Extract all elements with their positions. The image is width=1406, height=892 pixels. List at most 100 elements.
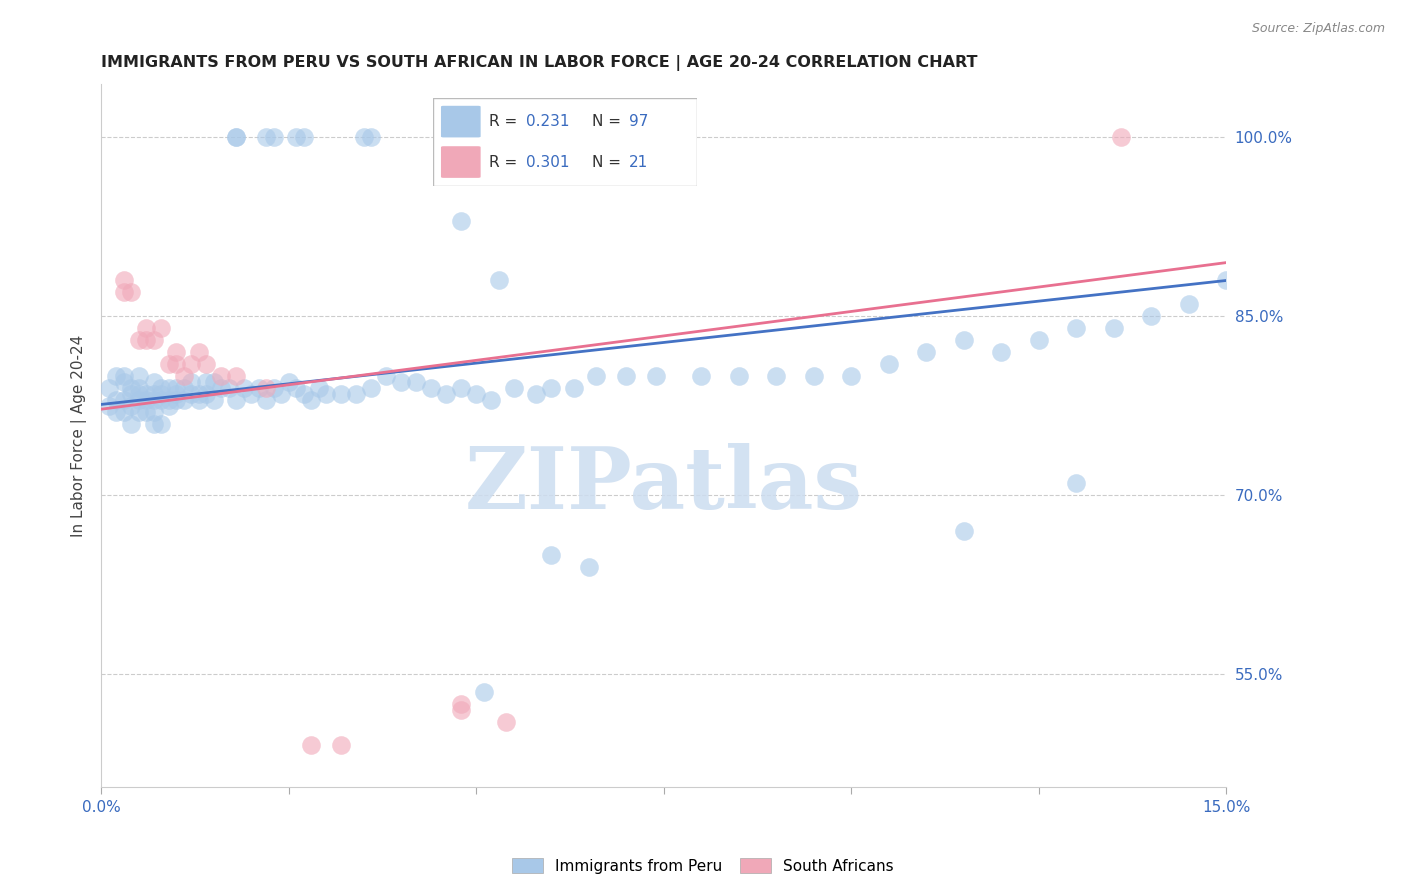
Text: IMMIGRANTS FROM PERU VS SOUTH AFRICAN IN LABOR FORCE | AGE 20-24 CORRELATION CHA: IMMIGRANTS FROM PERU VS SOUTH AFRICAN IN… xyxy=(101,55,977,71)
Point xyxy=(120,285,142,300)
Point xyxy=(645,130,668,145)
Point xyxy=(157,381,180,395)
Point xyxy=(232,381,254,395)
Point xyxy=(209,381,232,395)
Point xyxy=(187,345,209,359)
Point xyxy=(150,321,173,335)
Point xyxy=(135,404,157,418)
Point xyxy=(225,368,247,383)
Point xyxy=(472,684,495,698)
Point xyxy=(112,392,135,407)
Point xyxy=(142,417,165,431)
Point xyxy=(165,357,187,371)
Point xyxy=(330,739,353,753)
Point xyxy=(263,130,285,145)
Y-axis label: In Labor Force | Age 20-24: In Labor Force | Age 20-24 xyxy=(72,334,87,537)
Text: Source: ZipAtlas.com: Source: ZipAtlas.com xyxy=(1251,22,1385,36)
Point xyxy=(360,381,382,395)
Point xyxy=(562,381,585,395)
Point xyxy=(157,399,180,413)
Point xyxy=(173,392,195,407)
Point xyxy=(308,381,330,395)
Point xyxy=(375,368,398,383)
Point xyxy=(128,404,150,418)
Point xyxy=(195,386,218,401)
Point xyxy=(165,386,187,401)
Point xyxy=(165,392,187,407)
Point xyxy=(150,417,173,431)
Point xyxy=(353,130,375,145)
Point xyxy=(97,399,120,413)
Point xyxy=(877,357,900,371)
Point xyxy=(225,130,247,145)
Point xyxy=(765,368,787,383)
Point xyxy=(690,368,713,383)
Point xyxy=(277,375,299,389)
Legend: Immigrants from Peru, South Africans: Immigrants from Peru, South Africans xyxy=(506,852,900,880)
Point xyxy=(150,392,173,407)
Point xyxy=(150,381,173,395)
Point xyxy=(450,381,472,395)
Point xyxy=(420,381,443,395)
Point xyxy=(479,392,502,407)
Point xyxy=(1177,297,1199,311)
Point xyxy=(502,381,524,395)
Point xyxy=(187,392,209,407)
Point xyxy=(285,130,308,145)
Text: ZIPatlas: ZIPatlas xyxy=(465,442,863,526)
Point xyxy=(344,386,367,401)
Point xyxy=(292,130,315,145)
Point xyxy=(157,392,180,407)
Point xyxy=(1064,321,1087,335)
Point xyxy=(97,381,120,395)
Point xyxy=(803,368,825,383)
Point xyxy=(247,381,270,395)
Point xyxy=(142,333,165,347)
Point xyxy=(389,375,412,389)
Point xyxy=(105,404,128,418)
Point xyxy=(120,381,142,395)
Point xyxy=(120,417,142,431)
Point xyxy=(150,386,173,401)
Point xyxy=(645,368,668,383)
Point xyxy=(142,386,165,401)
Point xyxy=(165,381,187,395)
Point xyxy=(405,375,427,389)
Point xyxy=(112,273,135,287)
Point xyxy=(180,386,202,401)
Point xyxy=(195,375,218,389)
Point xyxy=(285,381,308,395)
Point xyxy=(195,357,218,371)
Point xyxy=(180,357,202,371)
Point xyxy=(225,130,247,145)
Point xyxy=(112,404,135,418)
Point xyxy=(135,386,157,401)
Point xyxy=(157,357,180,371)
Point xyxy=(915,345,938,359)
Point xyxy=(112,368,135,383)
Point xyxy=(105,368,128,383)
Point xyxy=(299,739,322,753)
Point xyxy=(270,386,292,401)
Point xyxy=(128,381,150,395)
Point xyxy=(128,368,150,383)
Point xyxy=(142,404,165,418)
Point xyxy=(1215,273,1237,287)
Point xyxy=(495,714,517,729)
Point xyxy=(120,386,142,401)
Point xyxy=(202,375,225,389)
Point xyxy=(254,392,277,407)
Point xyxy=(254,130,277,145)
Point xyxy=(254,381,277,395)
Point xyxy=(839,368,862,383)
Point xyxy=(540,548,562,562)
Point xyxy=(112,375,135,389)
Point xyxy=(112,285,135,300)
Point xyxy=(202,392,225,407)
Point xyxy=(524,386,547,401)
Point xyxy=(128,333,150,347)
Point xyxy=(128,392,150,407)
Point xyxy=(173,381,195,395)
Point xyxy=(180,375,202,389)
Point xyxy=(128,386,150,401)
